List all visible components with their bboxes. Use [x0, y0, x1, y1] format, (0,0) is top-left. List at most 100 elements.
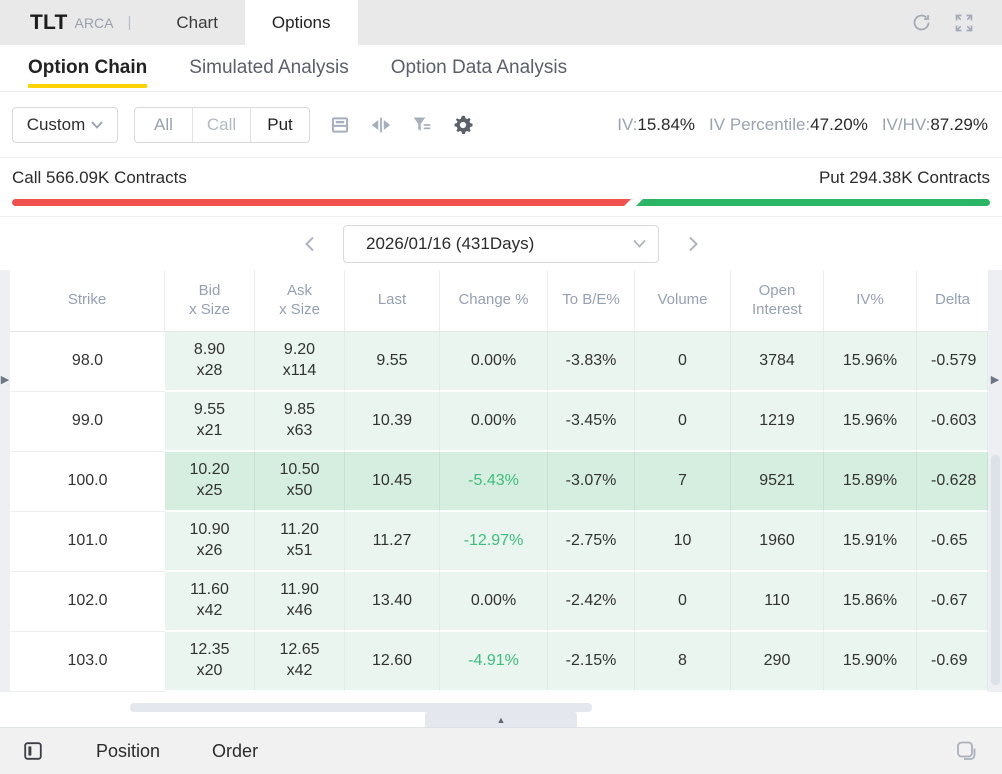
change-cell: 0.00% — [440, 332, 548, 392]
bid-cell[interactable]: 10.20 x25 — [165, 452, 255, 512]
ask-cell[interactable]: 10.50 x50 — [255, 452, 345, 512]
delta-cell: -0.628 — [917, 452, 988, 512]
column-header: Ask x Size — [255, 270, 345, 331]
segment-call[interactable]: Call — [193, 107, 251, 142]
horizontal-scrollbar-thumb[interactable] — [130, 703, 592, 712]
iv-cell: 15.86% — [824, 572, 917, 632]
option-chain-row[interactable]: 102.0 11.60 x42 11.90 x46 13.40 0.00% -2.4… — [10, 572, 988, 632]
change-cell: -12.97% — [440, 512, 548, 572]
expand-right-panel-icon[interactable]: ▶ — [990, 374, 1000, 386]
iv-cell: 15.91% — [824, 512, 917, 572]
to-breakeven-cell: -2.75% — [548, 512, 635, 572]
option-chain-table: ▶ Strike Bid x Size Ask x Size Last Change % To… — [0, 270, 1002, 692]
change-cell: 0.00% — [440, 392, 548, 452]
expand-bottom-panel-handle[interactable]: ▲ — [425, 712, 577, 727]
left-gutter: ▶ — [0, 270, 10, 692]
table-body: 98.0 8.90 x28 9.20 x114 9.55 0.00% -3.83% … — [10, 332, 988, 692]
tab-chart[interactable]: Chart — [176, 12, 218, 32]
option-chain-row[interactable]: 103.0 12.35 x20 12.65 x42 12.60 -4.91% -2.… — [10, 632, 988, 692]
board-view-icon[interactable] — [328, 113, 352, 137]
volume-cell: 7 — [635, 452, 731, 512]
chevron-down-icon — [91, 120, 103, 129]
call-ratio-bar — [12, 199, 631, 206]
volume-cell: 0 — [635, 332, 731, 392]
open-interest-cell: 9521 — [731, 452, 824, 512]
bid-cell[interactable]: 11.60 x42 — [165, 572, 255, 632]
bid-cell[interactable]: 10.90 x26 — [165, 512, 255, 572]
strike-cell: 99.0 — [10, 392, 165, 452]
volume-cell: 10 — [635, 512, 731, 572]
column-header: Change % — [440, 270, 548, 331]
column-header: Strike — [10, 270, 165, 331]
iv-percentile-label: IV Percentile: — [709, 114, 811, 134]
refresh-icon[interactable] — [911, 12, 932, 33]
expiry-date-value: 2026/01/16 (431Days) — [366, 233, 535, 253]
subnav-option-chain[interactable]: Option Chain — [28, 45, 148, 91]
call-contracts-label: Call 566.09K Contracts — [12, 168, 187, 187]
to-breakeven-cell: -3.45% — [548, 392, 635, 452]
change-cell: 0.00% — [440, 572, 548, 632]
options-subnav: Option Chain Simulated Analysis Option D… — [0, 45, 1002, 92]
ask-cell[interactable]: 12.65 x42 — [255, 632, 345, 692]
tab-options[interactable]: Options — [244, 0, 358, 45]
change-cell: -5.43% — [440, 452, 548, 512]
bid-cell[interactable]: 12.35 x20 — [165, 632, 255, 692]
strike-cell: 101.0 — [10, 512, 165, 572]
strike-filter-dropdown[interactable]: Custom — [12, 106, 118, 143]
ask-cell[interactable]: 9.20 x114 — [255, 332, 345, 392]
option-chain-row[interactable]: 101.0 10.90 x26 11.20 x51 11.27 -12.97% -2… — [10, 512, 988, 572]
option-chain-row[interactable]: 99.0 9.55 x21 9.85 x63 10.39 0.00% -3.45% … — [10, 392, 988, 452]
mirror-columns-icon[interactable] — [369, 113, 393, 137]
subnav-simulated-analysis[interactable]: Simulated Analysis — [189, 57, 349, 78]
bid-cell[interactable]: 9.55 x21 — [165, 392, 255, 452]
symbol-divider: | — [127, 14, 132, 31]
prev-expiry-button[interactable] — [299, 234, 319, 254]
change-cell: -4.91% — [440, 632, 548, 692]
last-cell: 13.40 — [345, 572, 440, 632]
iv-cell: 15.96% — [824, 332, 917, 392]
call-put-ratio-bar — [12, 199, 990, 206]
segment-put[interactable]: Put — [267, 114, 293, 134]
bid-cell[interactable]: 8.90 x28 — [165, 332, 255, 392]
option-chain-row[interactable]: 100.0 10.20 x25 10.50 x50 10.45 -5.43% -3.… — [10, 452, 988, 512]
ask-cell[interactable]: 11.20 x51 — [255, 512, 345, 572]
windows-layout-icon[interactable] — [954, 739, 978, 763]
toggle-panel-icon[interactable] — [22, 740, 44, 762]
strike-cell: 100.0 — [10, 452, 165, 512]
expiry-selector-row: 2026/01/16 (431Days) — [0, 217, 1002, 270]
column-header: Open Interest — [731, 270, 824, 331]
bottom-tab-order[interactable]: Order — [212, 740, 259, 761]
open-interest-cell: 110 — [731, 572, 824, 632]
fullscreen-icon[interactable] — [954, 13, 974, 33]
volume-cell: 8 — [635, 632, 731, 692]
symbol-exchange: ARCA — [74, 14, 114, 31]
bottom-tab-position[interactable]: Position — [96, 740, 161, 761]
iv-stats: IV:15.84% IV Percentile:47.20% IV/HV:87.… — [617, 115, 988, 135]
expand-left-panel-icon[interactable]: ▶ — [0, 374, 10, 386]
delta-cell: -0.579 — [917, 332, 988, 392]
iv-value: 15.84% — [637, 114, 696, 134]
right-gutter: ▶ — [988, 270, 1002, 692]
expiry-date-select[interactable]: 2026/01/16 (431Days) — [343, 224, 659, 263]
filter-icon[interactable] — [410, 113, 434, 137]
settings-gear-icon[interactable] — [451, 113, 475, 137]
ask-cell[interactable]: 9.85 x63 — [255, 392, 345, 452]
vertical-scrollbar-thumb[interactable] — [991, 455, 1000, 685]
column-header: IV% — [824, 270, 917, 331]
strike-cell: 103.0 — [10, 632, 165, 692]
subnav-option-data-analysis[interactable]: Option Data Analysis — [390, 57, 568, 78]
option-chain-row[interactable]: 98.0 8.90 x28 9.20 x114 9.55 0.00% -3.83% … — [10, 332, 988, 392]
put-ratio-bar — [635, 199, 990, 206]
column-header: To B/E% — [548, 270, 635, 331]
ask-cell[interactable]: 11.90 x46 — [255, 572, 345, 632]
to-breakeven-cell: -3.07% — [548, 452, 635, 512]
iv-hv-value: 87.29% — [930, 114, 988, 134]
delta-cell: -0.67 — [917, 572, 988, 632]
top-bar: TLT ARCA | Chart Options — [0, 0, 1002, 45]
segment-all[interactable]: All — [135, 107, 193, 142]
column-header: Bid x Size — [165, 270, 255, 331]
to-breakeven-cell: -2.42% — [548, 572, 635, 632]
next-expiry-button[interactable] — [683, 234, 703, 254]
strike-cell: 102.0 — [10, 572, 165, 632]
bottom-bar: Position Order — [0, 727, 1002, 774]
